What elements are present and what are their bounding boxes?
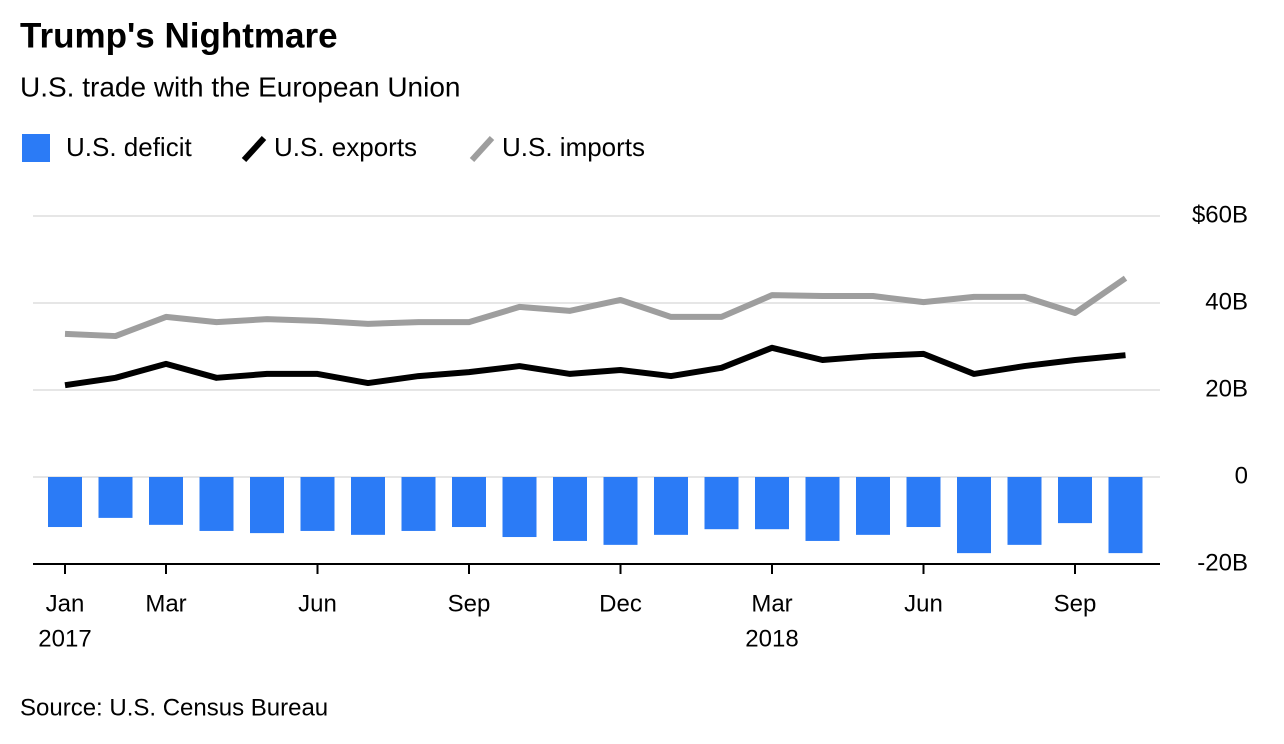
bar [48, 477, 82, 528]
bar [755, 477, 789, 530]
chart-subtitle: U.S. trade with the European Union [20, 71, 460, 102]
x-tick-label: Jan [46, 590, 85, 617]
bar [351, 477, 385, 535]
bar [250, 477, 284, 534]
legend-swatch [22, 134, 50, 162]
bar [502, 477, 537, 538]
bar [553, 477, 587, 541]
bar [1108, 477, 1143, 554]
bar [98, 477, 133, 518]
bar [805, 477, 840, 541]
x-tick-label: Mar [751, 590, 792, 617]
bar [906, 477, 941, 528]
y-tick-label: -20B [1197, 549, 1248, 576]
legend-label: U.S. imports [502, 132, 645, 162]
line [64, 344, 1126, 389]
x-tick-label: Mar [145, 590, 186, 617]
x-year-label: 2017 [38, 625, 91, 652]
bar [199, 477, 234, 531]
bar [704, 477, 739, 530]
bar [957, 477, 991, 554]
source-note: Source: U.S. Census Bureau [20, 694, 328, 721]
y-tick-label: 0 [1235, 462, 1248, 489]
bar [452, 477, 486, 528]
x-tick-label: Sep [1054, 590, 1097, 617]
bar [654, 477, 688, 535]
y-tick-label: 20B [1205, 375, 1248, 402]
legend-label: U.S. deficit [66, 132, 192, 162]
legend-swatch [469, 135, 495, 163]
bar [300, 477, 335, 531]
bar [603, 477, 638, 545]
line [64, 275, 1128, 340]
x-tick-label: Sep [448, 590, 491, 617]
y-tick-label: 40B [1205, 288, 1248, 315]
chart-title: Trump's Nightmare [20, 16, 338, 55]
x-tick-label: Dec [599, 590, 642, 617]
bar [1007, 477, 1042, 545]
x-tick-label: Jun [904, 590, 943, 617]
x-year-label: 2018 [745, 625, 798, 652]
bar [401, 477, 436, 531]
bar [149, 477, 183, 525]
legend-swatch [241, 135, 267, 163]
y-tick-label: $60B [1192, 201, 1248, 228]
legend-label: U.S. exports [274, 132, 417, 162]
bar [856, 477, 890, 535]
bar [1058, 477, 1092, 524]
x-tick-label: Jun [298, 590, 337, 617]
